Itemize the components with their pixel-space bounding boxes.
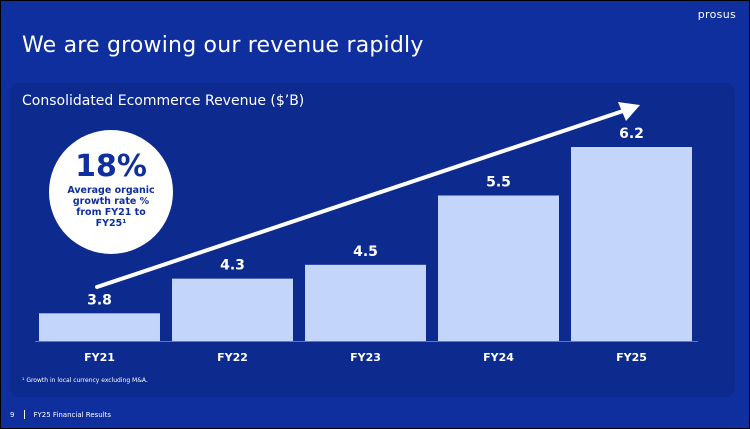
category-label-fy25: FY25 [616,351,647,364]
growth-callout-text: Average organic growth rate % from FY21 … [67,185,155,229]
bar-fy24 [438,195,559,341]
category-label-fy21: FY21 [84,351,115,364]
bar-fy25 [571,147,692,341]
data-label-fy25: 6.2 [619,126,644,142]
category-label-fy22: FY22 [217,351,248,364]
trend-arrow-head [618,102,640,121]
bar-fy22 [172,278,293,341]
bar-fy23 [305,264,426,341]
page-number: 9 [10,410,15,419]
chart-title: Consolidated Ecommerce Revenue ($’B) [22,93,305,109]
footer: 9 FY25 Financial Results [10,410,111,419]
growth-callout-circle: 18% Average organic growth rate % from F… [49,130,173,254]
footer-text: FY25 Financial Results [33,410,112,419]
data-label-fy22: 4.3 [220,258,245,274]
footnote: ¹ Growth in local currency excluding M&A… [22,377,148,384]
bar-fy21 [39,313,160,341]
category-label-fy24: FY24 [483,351,514,364]
footer-divider [24,410,26,419]
trend-arrow-line [95,108,628,289]
data-label-fy21: 3.8 [87,292,112,308]
data-label-fy23: 4.5 [353,244,378,260]
data-label-fy24: 5.5 [486,175,511,191]
prosus-logo: prosus [697,8,736,21]
slide-title: We are growing our revenue rapidly [22,33,424,58]
category-label-fy23: FY23 [350,351,381,364]
growth-callout-value: 18% [75,149,147,184]
